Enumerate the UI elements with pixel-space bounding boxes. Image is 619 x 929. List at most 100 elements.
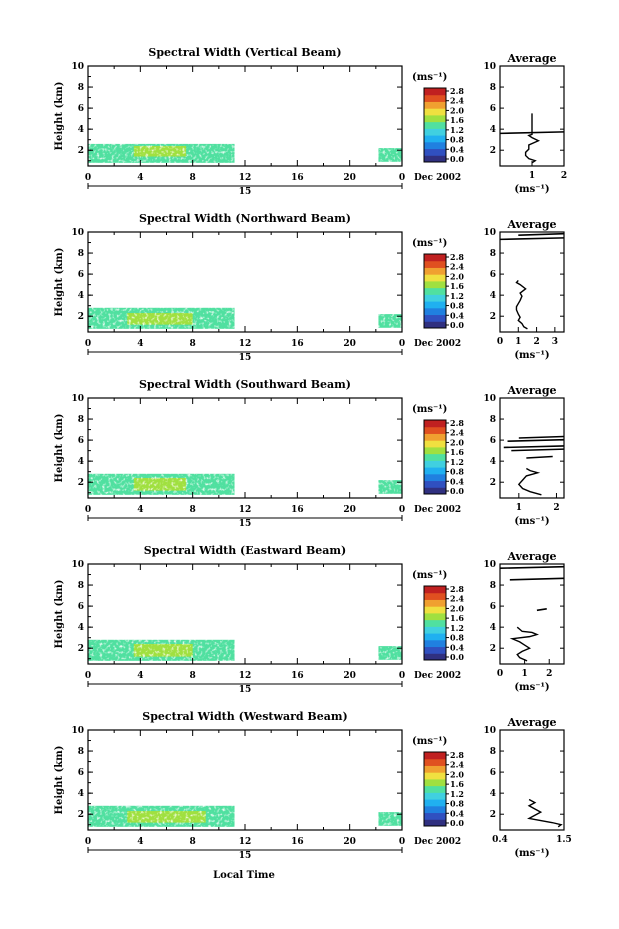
date-label: Dec 2002 bbox=[414, 339, 461, 349]
x-tick-label: 0 bbox=[85, 671, 91, 681]
y-tick-label: 4 bbox=[78, 623, 84, 633]
average-unit: (ms⁻¹) bbox=[514, 184, 549, 195]
y-tick-label: 4 bbox=[78, 789, 84, 799]
average-x-tick-label: 1 bbox=[521, 669, 527, 679]
y-tick-label: 4 bbox=[78, 291, 84, 301]
date-label: Dec 2002 bbox=[414, 671, 461, 681]
colorbar-swatch bbox=[424, 433, 446, 441]
date-label: Dec 2002 bbox=[414, 173, 461, 183]
heatmap-cells bbox=[88, 307, 402, 329]
colorbar-swatch bbox=[424, 260, 446, 268]
colorbar-swatch bbox=[424, 819, 446, 827]
colorbar-unit: (ms⁻¹) bbox=[412, 72, 447, 83]
y-tick-label: 8 bbox=[78, 249, 84, 259]
colorbar-swatch bbox=[424, 626, 446, 634]
average-y-tick-label: 8 bbox=[490, 747, 496, 757]
colorbar-swatch bbox=[424, 812, 446, 820]
panel-title: Spectral Width (Westward Beam) bbox=[142, 710, 347, 723]
colorbar-tick-label: 0.0 bbox=[450, 320, 464, 330]
colorbar-tick-label: 1.2 bbox=[450, 125, 464, 135]
average-unit: (ms⁻¹) bbox=[514, 516, 549, 527]
average-y-tick-label: 6 bbox=[490, 602, 496, 612]
heatmap-gap-texture bbox=[378, 148, 402, 162]
colorbar-tick-label: 0.8 bbox=[450, 467, 464, 477]
x-tick-label: 4 bbox=[137, 339, 143, 349]
average-y-tick-label: 6 bbox=[490, 768, 496, 778]
colorbar-tick-label: 0.8 bbox=[450, 135, 464, 145]
colorbar-frame bbox=[423, 751, 447, 827]
y-axis-label: Height (km) bbox=[54, 82, 65, 151]
day-label: 15 bbox=[239, 851, 252, 861]
average-title: Average bbox=[506, 716, 556, 729]
colorbar-tick-label: 2.8 bbox=[450, 418, 464, 428]
colorbar-tick-label: 2.4 bbox=[450, 594, 464, 604]
average-title: Average bbox=[506, 384, 556, 397]
colorbar-swatch bbox=[424, 778, 446, 787]
y-axis-label: Height (km) bbox=[54, 248, 65, 317]
average-y-tick-label: 10 bbox=[483, 394, 496, 404]
average-spike-line bbox=[499, 565, 565, 570]
average-x-tick-label: 0.4 bbox=[492, 835, 508, 845]
average-x-tick-label: 1 bbox=[529, 171, 535, 181]
average-title: Average bbox=[506, 218, 556, 231]
date-label: Dec 2002 bbox=[414, 505, 461, 515]
average-frame bbox=[499, 397, 565, 499]
colorbar-tick-label: 0.4 bbox=[450, 310, 464, 320]
x-tick-label: 0 bbox=[399, 505, 405, 515]
heatmap-gap-texture bbox=[133, 478, 187, 491]
average-frame bbox=[499, 231, 565, 333]
panel-title: Spectral Width (Southward Beam) bbox=[139, 378, 351, 391]
colorbar-swatch bbox=[424, 453, 446, 461]
colorbar-tick-label: 2.4 bbox=[450, 96, 464, 106]
x-axis-label: Local Time bbox=[213, 870, 275, 881]
colorbar-swatch bbox=[424, 135, 446, 143]
colorbar-swatch bbox=[424, 792, 446, 800]
y-tick-label: 2 bbox=[78, 810, 84, 820]
colorbar-swatch bbox=[424, 267, 446, 275]
colorbar-tick-label: 0.0 bbox=[450, 818, 464, 828]
y-tick-label: 2 bbox=[78, 478, 84, 488]
day-label: 15 bbox=[239, 353, 252, 363]
average-profile-line bbox=[524, 113, 541, 164]
colorbar-tick-label: 0.0 bbox=[450, 652, 464, 662]
average-spike-line bbox=[503, 445, 565, 449]
x-tick-label: 8 bbox=[190, 339, 196, 349]
colorbar-tick-label: 1.2 bbox=[450, 789, 464, 799]
colorbar-swatch bbox=[424, 467, 446, 475]
y-tick-label: 10 bbox=[71, 62, 84, 72]
x-tick-label: 12 bbox=[239, 837, 252, 847]
average-frame bbox=[499, 729, 565, 831]
colorbar-unit: (ms⁻¹) bbox=[412, 736, 447, 747]
colorbar-swatch bbox=[424, 633, 446, 641]
colorbar-swatch bbox=[424, 280, 446, 289]
average-profile-line bbox=[517, 467, 542, 496]
x-tick-label: 0 bbox=[399, 837, 405, 847]
average-unit: (ms⁻¹) bbox=[514, 848, 549, 859]
y-tick-label: 10 bbox=[71, 394, 84, 404]
y-tick-label: 10 bbox=[71, 560, 84, 570]
heatmap-cells bbox=[88, 639, 402, 661]
average-spike-line bbox=[536, 608, 547, 612]
x-tick-label: 20 bbox=[343, 339, 356, 349]
average-profile-line bbox=[509, 626, 540, 662]
colorbar-unit: (ms⁻¹) bbox=[412, 238, 447, 249]
x-tick-label: 4 bbox=[137, 837, 143, 847]
colorbar-swatch bbox=[424, 88, 446, 96]
x-tick-label: 16 bbox=[291, 339, 304, 349]
colorbar-tick-label: 1.6 bbox=[450, 115, 464, 125]
colorbar-swatch bbox=[424, 294, 446, 302]
colorbar-swatch bbox=[424, 619, 446, 627]
colorbar-swatch bbox=[424, 155, 446, 163]
average-y-tick-label: 2 bbox=[490, 478, 496, 488]
colorbar-swatch bbox=[424, 440, 446, 448]
average-unit: (ms⁻¹) bbox=[514, 682, 549, 693]
x-tick-label: 16 bbox=[291, 837, 304, 847]
average-y-tick-label: 6 bbox=[490, 436, 496, 446]
average-profile-line bbox=[515, 279, 528, 330]
average-spike-line bbox=[499, 237, 565, 241]
y-tick-label: 6 bbox=[78, 104, 84, 114]
x-tick-label: 4 bbox=[137, 671, 143, 681]
x-tick-label: 0 bbox=[399, 671, 405, 681]
